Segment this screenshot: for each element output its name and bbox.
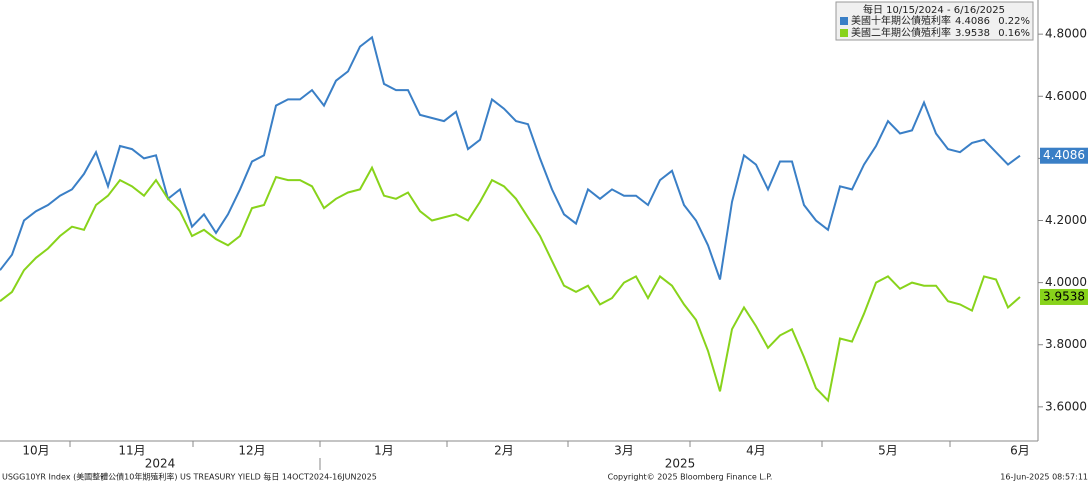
- last-value-badge: [1040, 288, 1088, 305]
- line-series: [0, 165, 1021, 403]
- footer-right: 16-Jun-2025 08:57:11: [1000, 473, 1088, 482]
- x-tick-label: 6月: [1010, 444, 1030, 458]
- legend-swatch: [840, 29, 848, 37]
- legend-label: 美國二年期公債殖利率: [851, 26, 951, 39]
- x-tick-label: 2月: [494, 444, 514, 458]
- y-tick-label: 4.2000: [1045, 213, 1087, 227]
- legend-value: 4.4086: [955, 16, 990, 27]
- y-tick-label: 4.0000: [1045, 275, 1087, 289]
- x-tick-label: 5月: [878, 444, 898, 458]
- legend-header: 每日 10/15/2024 - 6/16/2025: [863, 3, 1005, 16]
- legend-box: [835, 1, 1034, 41]
- x-tick-label: 4月: [746, 444, 766, 458]
- legend-change: 0.22%: [998, 16, 1030, 27]
- footer-center: Copyright© 2025 Bloomberg Finance L.P.: [608, 473, 773, 482]
- x-tick-label: 12月: [238, 444, 265, 458]
- x-tick-label: 3月: [614, 444, 634, 458]
- y-tick-label: 4.6000: [1045, 89, 1087, 103]
- x-tick-label: 11月: [118, 444, 145, 458]
- legend-value: 3.9538: [955, 28, 990, 39]
- footer-left: USGG10YR Index (美國整體公債10年期殖利率) US TREASU…: [2, 472, 377, 482]
- y-tick-label: 4.8000: [1045, 27, 1087, 41]
- x-tick-label: 1月: [374, 444, 394, 458]
- y-tick-label: 3.8000: [1045, 337, 1087, 351]
- x-tick-label: 10月: [22, 444, 49, 458]
- line-series: [0, 35, 1021, 280]
- legend-label: 美國十年期公債殖利率: [851, 14, 951, 27]
- last-value-label: 4.4086: [1043, 148, 1085, 162]
- year-label: 2025: [665, 457, 696, 471]
- y-tick-label: 3.6000: [1045, 399, 1087, 413]
- legend-change: 0.16%: [998, 28, 1030, 39]
- legend-swatch: [840, 17, 848, 25]
- year-label: 2024: [145, 457, 176, 471]
- last-value-badge: [1040, 147, 1088, 164]
- last-value-label: 3.9538: [1043, 289, 1085, 303]
